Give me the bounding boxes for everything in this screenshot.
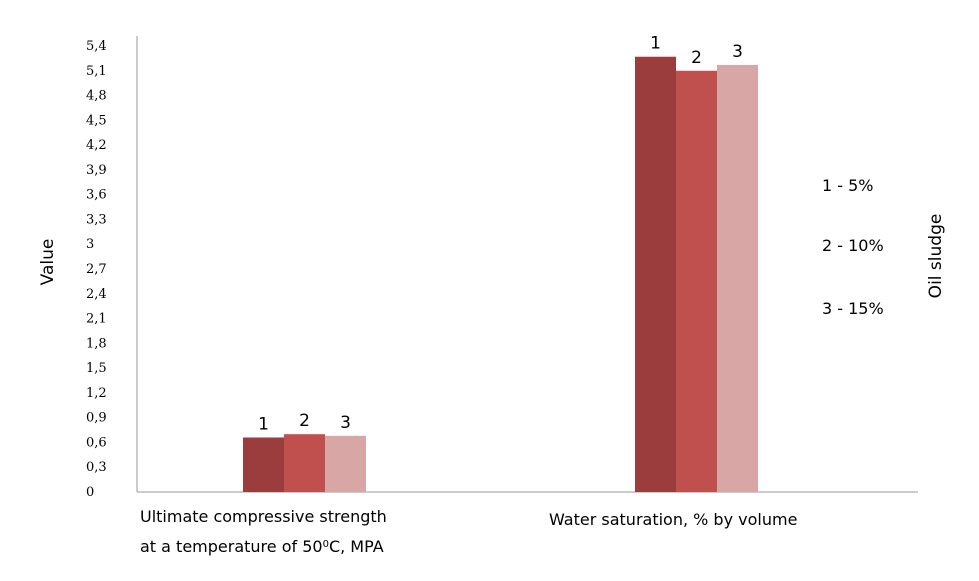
category-label-1-line1: Ultimate compressive strength (140, 507, 387, 526)
bar-2-1 (635, 57, 676, 492)
y-tick-label: 3,9 (86, 163, 107, 178)
bar-1-1 (243, 437, 284, 492)
bar-2-3 (717, 65, 758, 492)
y-tick-label: 2,4 (86, 287, 107, 302)
y-tick-label: 3,6 (86, 188, 107, 203)
y-axis-title: Value (38, 239, 58, 286)
y-tick-label: 1,8 (86, 336, 107, 351)
bars-group (243, 57, 758, 492)
y-tick-label: 3 (86, 237, 94, 252)
category-label-2: Water saturation, % by volume (549, 510, 797, 529)
y-tick-label: 4,5 (86, 113, 107, 128)
y-tick-label: 0,6 (86, 435, 107, 450)
y-tick-label: 0 (86, 485, 94, 500)
bar-label-1-1: 1 (258, 414, 269, 434)
legend-item-2: 2 - 10% (822, 236, 884, 255)
y-tick-label: 5,1 (86, 64, 107, 79)
bar-label-1-2: 2 (299, 411, 310, 431)
y-tick-label: 4,8 (86, 89, 107, 104)
legend-item-1: 1 - 5% (822, 176, 874, 195)
legend-title: Oil sludge (926, 214, 946, 299)
legend-item-3: 3 - 15% (822, 299, 884, 318)
bar-1-3 (325, 436, 366, 492)
y-tick-label: 2,7 (86, 262, 107, 277)
y-tick-label: 3,3 (86, 212, 107, 227)
y-tick-label: 4,2 (86, 138, 107, 153)
bar-label-1-3: 3 (340, 413, 351, 433)
y-tick-label: 2,1 (86, 312, 107, 327)
y-tick-label: 5,4 (86, 39, 107, 54)
bar-2-2 (676, 71, 717, 492)
y-tick-label: 0,9 (86, 411, 107, 426)
y-tick-label: 1,5 (86, 361, 107, 376)
bar-label-2-1: 1 (650, 34, 661, 54)
y-tick-label: 1,2 (86, 386, 107, 401)
y-tick-label: 0,3 (86, 460, 107, 475)
y-axis-tick-labels: 0 0,3 0,6 0,9 1,2 1,5 1,8 2,1 2,4 2,7 3 3,3 3,6 3,9 4,… (86, 39, 107, 500)
bar-label-2-3: 3 (732, 42, 743, 62)
bar-label-2-2: 2 (691, 48, 702, 68)
bar-1-2 (284, 434, 325, 492)
category-label-1-line2: at a temperature of 500C, MPA (140, 537, 384, 556)
